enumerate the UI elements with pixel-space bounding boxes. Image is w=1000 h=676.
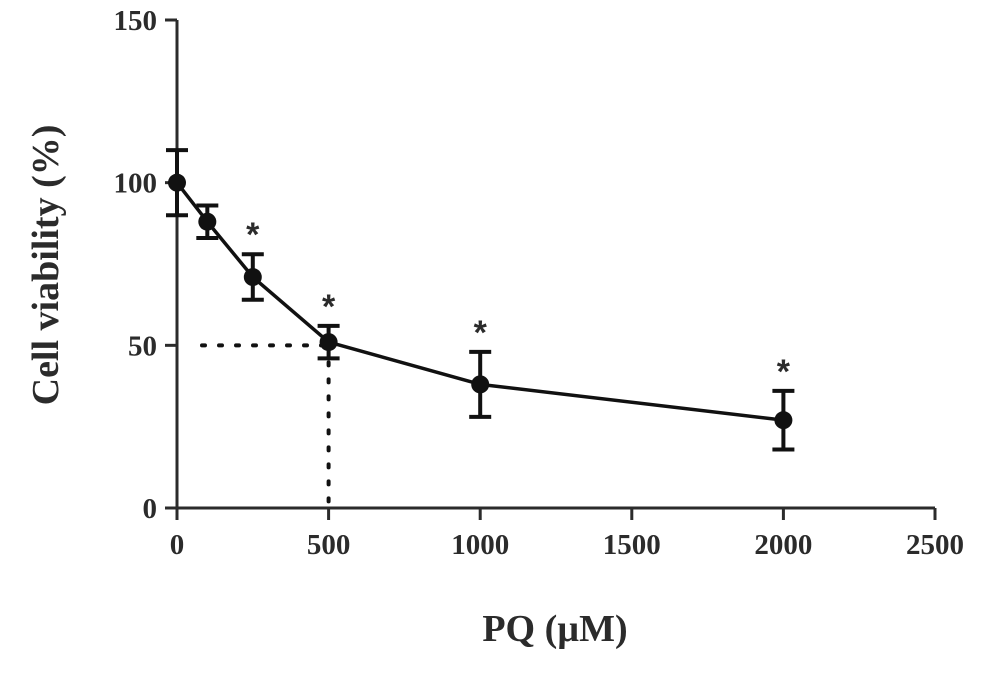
- y-tick-label: 50: [128, 330, 157, 362]
- y-tick-label: 150: [114, 5, 158, 37]
- data-point: [243, 268, 262, 287]
- significance-marker: *: [777, 353, 791, 391]
- reference-lines: [200, 343, 331, 506]
- data-point: [774, 411, 793, 430]
- x-axis-title: PQ (µM): [482, 608, 627, 650]
- data-point: [319, 333, 338, 352]
- significance-marker: *: [246, 216, 260, 254]
- x-tick-label: 1000: [451, 529, 509, 561]
- axes: 0 500 1000 1500 2000 2500 0 50 100 150: [114, 5, 965, 561]
- x-tick-label: 2000: [754, 529, 812, 561]
- data-point: [198, 212, 217, 231]
- y-tick-label: 100: [114, 168, 158, 200]
- x-tick-label: 500: [307, 529, 351, 561]
- significance-marker: *: [474, 314, 488, 352]
- x-tick-label: 1500: [603, 529, 661, 561]
- data-point: [168, 173, 186, 192]
- significance-marker: *: [322, 288, 336, 326]
- x-tick-label: 0: [170, 529, 185, 561]
- data-series: * * * *: [166, 148, 795, 452]
- x-tick-label: 2500: [906, 529, 964, 561]
- y-tick-label: 0: [143, 493, 158, 525]
- y-axis-title: Cell viability (%): [25, 125, 67, 406]
- data-point: [471, 375, 490, 394]
